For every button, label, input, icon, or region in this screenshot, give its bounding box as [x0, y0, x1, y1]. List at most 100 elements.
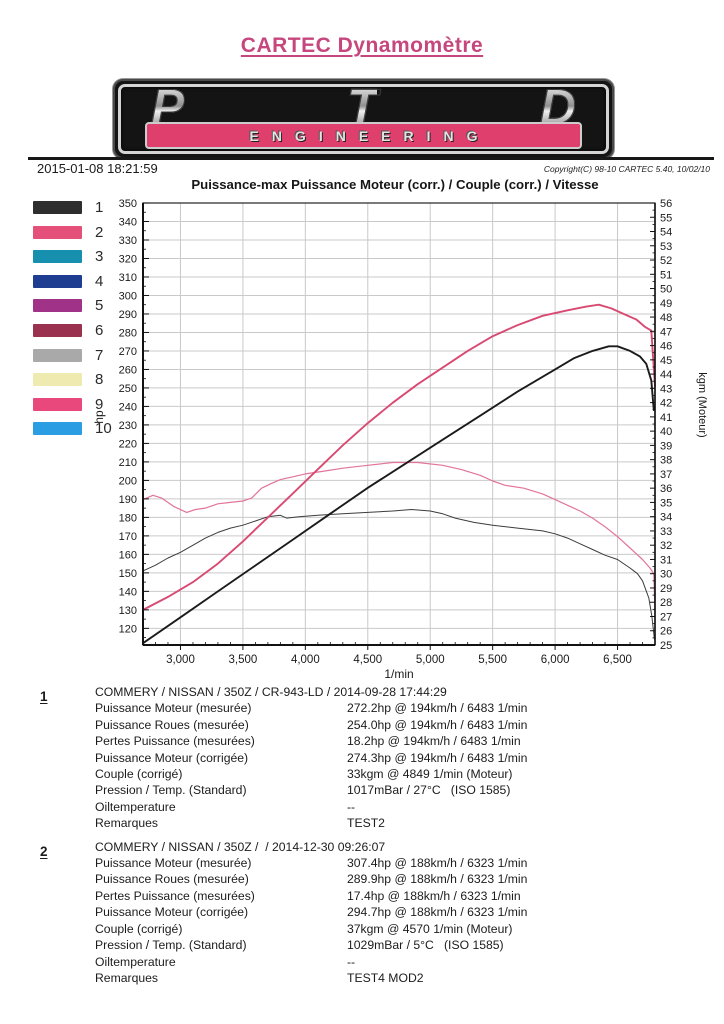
- legend-swatch-7: [33, 348, 82, 362]
- right-tick-label: 44: [660, 369, 672, 381]
- result-row: Puissance Moteur (mesurée) 307.4hp @ 188k…: [95, 855, 714, 871]
- right-tick-label: 31: [660, 554, 672, 566]
- left-tick-label: 350: [119, 198, 137, 210]
- legend-swatch-4: [33, 274, 82, 288]
- x-tick-label: 5,500: [478, 654, 507, 666]
- right-tick-label: 40: [660, 426, 672, 438]
- result-row-value: 254.0hp @ 194km/h / 6483 1/min: [347, 717, 528, 732]
- left-tick-label: 140: [119, 586, 137, 598]
- result-row-label: Puissance Moteur (corrigée): [95, 905, 249, 920]
- plot-frame: [142, 202, 656, 646]
- legend-swatch-1: [33, 201, 82, 214]
- result-row: Couple (corrigé) 37kgm @ 4570 1/min (Mote…: [95, 921, 714, 937]
- left-tick-label: 210: [119, 457, 137, 469]
- right-tick-label: 38: [660, 455, 672, 467]
- result-row-value: --: [347, 799, 356, 814]
- result-block-2: 2 COMMERY / NISSAN / 350Z / / 2014-12-30 …: [38, 839, 714, 987]
- left-tick-label: 130: [119, 605, 137, 617]
- right-tick-label: 46: [660, 341, 672, 353]
- series-couple-corrige-test-1: [142, 509, 655, 640]
- result-block-number: 2: [40, 843, 48, 859]
- left-axis-title: hp: [92, 410, 106, 424]
- x-tick-label: 5,000: [416, 654, 445, 666]
- legend-number-5: 5: [95, 297, 104, 315]
- right-tick-label: 43: [660, 383, 672, 395]
- right-tick-label: 49: [660, 298, 672, 310]
- result-row: Puissance Roues (mesurée) 254.0hp @ 194km…: [95, 717, 714, 733]
- left-tick-label: 300: [119, 290, 137, 302]
- result-row-label: Couple (corrigé): [95, 767, 183, 782]
- left-tick-label: 310: [119, 272, 137, 284]
- result-row: Oiltemperature --: [95, 954, 714, 970]
- right-tick-label: 47: [660, 326, 672, 338]
- right-tick-label: 32: [660, 540, 672, 552]
- left-tick-label: 280: [119, 327, 137, 339]
- result-row-label: Puissance Moteur (mesurée): [95, 856, 252, 871]
- result-block-1: 1 COMMERY / NISSAN / 350Z / CR-943-LD / 2…: [38, 684, 714, 832]
- print-timestamp: 2015-01-08 18:21:59: [37, 161, 158, 176]
- logo-subtitle: ENGINEERING: [249, 127, 491, 144]
- left-tick-label: 240: [119, 401, 137, 413]
- chart-title: Puissance-max Puissance Moteur (corr.) /…: [191, 177, 599, 192]
- left-tick-label: 270: [119, 346, 137, 358]
- right-tick-label: 50: [660, 284, 672, 296]
- right-axis-title: kgm (Moteur): [696, 372, 708, 437]
- result-row-value: 33kgm @ 4849 1/min (Moteur): [347, 767, 513, 782]
- right-tick-label: 29: [660, 583, 672, 595]
- legend-swatch-3: [33, 250, 82, 264]
- left-tick-label: 290: [119, 309, 137, 321]
- document-title-text: CARTEC Dynamomètre: [240, 34, 484, 57]
- result-row: Puissance Moteur (corrigée) 294.7hp @ 188…: [95, 904, 714, 920]
- header-divider: [28, 157, 714, 160]
- right-tick-label: 26: [660, 626, 672, 638]
- legend-swatch-9: [33, 397, 82, 411]
- right-tick-label: 52: [660, 255, 672, 267]
- legend-swatch-6: [33, 324, 82, 337]
- left-tick-label: 120: [119, 623, 137, 635]
- x-axis-title: 1/min: [384, 667, 413, 681]
- result-row: Remarques TEST2: [95, 815, 714, 831]
- right-tick-label: 34: [660, 512, 672, 524]
- result-row-value: --: [347, 954, 356, 969]
- x-tick-label: 6,000: [541, 654, 570, 666]
- right-tick-label: 39: [660, 440, 672, 452]
- left-tick-label: 180: [119, 512, 137, 524]
- x-tick-label: 6,500: [603, 654, 632, 666]
- right-tick-label: 28: [660, 597, 672, 609]
- result-row-value: 1017mBar / 27°C (ISO 1585): [347, 783, 511, 798]
- legend-number-8: 8: [95, 371, 104, 389]
- x-tick-label: 3,000: [166, 654, 195, 666]
- left-tick-label: 200: [119, 475, 137, 487]
- left-tick-label: 330: [119, 235, 137, 247]
- result-row: Puissance Roues (mesurée) 289.9hp @ 188km…: [95, 871, 714, 887]
- left-tick-label: 340: [119, 216, 137, 228]
- result-block-header: COMMERY / NISSAN / 350Z / / 2014-12-30 0…: [95, 839, 386, 854]
- legend-number-1: 1: [95, 199, 104, 216]
- left-tick-label: 150: [119, 568, 137, 580]
- result-row-value: TEST2: [347, 816, 385, 831]
- x-tick-label: 4,500: [353, 654, 382, 666]
- document-title: CARTEC Dynamomètre: [0, 34, 724, 58]
- legend-number-10: 10: [95, 420, 112, 438]
- legend-swatch-2: [33, 225, 82, 239]
- result-block-header: COMMERY / NISSAN / 350Z / CR-943-LD / 20…: [95, 685, 447, 699]
- chart-legend: 1 2 3 4 5 6 7 8 9 10: [33, 199, 143, 451]
- right-tick-label: 45: [660, 355, 672, 367]
- logo-band: ENGINEERING: [145, 122, 582, 149]
- left-tick-label: 260: [119, 364, 137, 376]
- right-tick-label: 41: [660, 412, 672, 424]
- right-tick-label: 55: [660, 212, 672, 224]
- series-couple-corrige-test-2: [142, 461, 656, 612]
- result-row: Puissance Moteur (mesurée) 272.2hp @ 194k…: [95, 700, 714, 716]
- copyright-text: Copyright(C) 98-10 CARTEC 5.40, 10/02/10: [543, 164, 710, 174]
- legend-swatch-5: [33, 299, 82, 313]
- left-tick-label: 220: [119, 438, 137, 450]
- series-puissance-moteur-corrigee-test-2: [142, 303, 656, 611]
- left-tick-label: 170: [119, 531, 137, 543]
- right-tick-label: 48: [660, 312, 672, 324]
- result-row-label: Pression / Temp. (Standard): [95, 938, 247, 953]
- result-row: Pertes Puissance (mesurées) 17.4hp @ 188k…: [95, 888, 714, 904]
- left-tick-label: 190: [119, 494, 137, 506]
